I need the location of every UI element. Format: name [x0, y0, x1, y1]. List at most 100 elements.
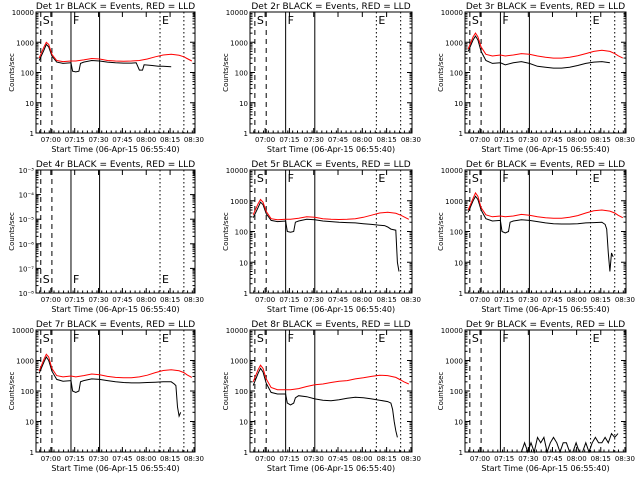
chart-title: Det 5r BLACK = Events, RED = LLD: [251, 160, 410, 170]
y-tick-label: 10000: [226, 9, 248, 17]
y-tick-label: 1000: [445, 198, 463, 206]
y-tick-label: 1: [459, 449, 463, 457]
x-axis-label: Start Time (06-Apr-15 06:55:40): [481, 464, 609, 473]
x-axis-label: Start Time (06-Apr-15 06:55:40): [267, 464, 395, 473]
y-tick-label: 10: [25, 419, 34, 427]
y-tick-label: 10000: [226, 327, 248, 335]
lld-series-line: [467, 191, 624, 219]
y-tick-label: 1: [30, 130, 34, 138]
x-tick-label: 07:15: [65, 136, 85, 144]
plot-frame: [35, 329, 196, 453]
x-tick-label: 08:30: [401, 136, 421, 144]
plot-frame: [464, 169, 627, 294]
x-tick-label: 07:30: [88, 455, 108, 463]
x-tick-label: 07:00: [470, 296, 490, 304]
time-marker-label: F: [288, 172, 294, 185]
events-series-line: [252, 201, 400, 272]
x-tick-label: 08:00: [567, 136, 587, 144]
x-tick-label: 08:15: [377, 296, 397, 304]
time-marker-label: E: [593, 14, 600, 27]
time-marker-label: F: [73, 332, 79, 345]
y-tick-label: 1000: [445, 39, 463, 47]
x-tick-label: 07:30: [304, 136, 324, 144]
x-tick-label: 07:30: [518, 455, 538, 463]
x-tick-label: 08:15: [591, 296, 611, 304]
x-axis-label: Start Time (06-Apr-15 06:55:40): [267, 145, 395, 154]
x-tick-label: 07:30: [304, 296, 324, 304]
chart-title: Det 4r BLACK = Events, RED = LLD: [36, 160, 195, 170]
time-marker-label: S: [257, 332, 264, 345]
time-marker-label: E: [378, 14, 385, 27]
y-tick-label: 10000: [12, 9, 34, 17]
y-tick-label: 1000: [445, 358, 463, 366]
time-marker-label: S: [257, 14, 264, 27]
y-tick-label: 100: [235, 229, 248, 237]
y-tick-label: 1000: [230, 198, 248, 206]
events-series-line: [38, 43, 172, 73]
x-axis-label: Start Time (06-Apr-15 06:55:40): [481, 145, 609, 154]
time-marker-label: S: [43, 14, 50, 27]
y-tick-label: 1000: [230, 39, 248, 47]
x-tick-label: 07:00: [41, 296, 61, 304]
x-tick-label: 07:15: [279, 296, 299, 304]
x-tick-label: 07:15: [65, 455, 85, 463]
y-tick-label: 100: [21, 70, 34, 78]
x-tick-label: 08:15: [591, 136, 611, 144]
x-tick-label: 07:15: [279, 136, 299, 144]
time-marker-label: E: [378, 172, 385, 185]
time-marker-label: S: [472, 14, 479, 27]
x-axis-label: Start Time (06-Apr-15 06:55:40): [51, 305, 179, 314]
y-axis-label: Counts/sec: [222, 53, 230, 92]
chart-title: Det 8r BLACK = Events, RED = LLD: [251, 320, 410, 330]
x-tick-label: 07:00: [255, 455, 275, 463]
x-tick-label: 08:00: [567, 296, 587, 304]
y-tick-label: 1: [459, 290, 463, 298]
time-marker-label: E: [162, 14, 169, 27]
chart-title: Det 3r BLACK = Events, RED = LLD: [466, 2, 625, 12]
y-tick-label: 1: [244, 130, 248, 138]
y-tick-label: 100: [450, 229, 463, 237]
y-axis-label: Counts/sec: [8, 53, 16, 92]
x-tick-label: 07:00: [470, 136, 490, 144]
plot-frame: [464, 329, 627, 453]
y-tick-label: 10: [239, 419, 248, 427]
y-tick-label: 10000: [226, 167, 248, 175]
events-series-line: [520, 432, 619, 454]
x-tick-label: 08:30: [401, 455, 421, 463]
x-tick-label: 08:15: [160, 296, 180, 304]
x-tick-label: 07:15: [494, 136, 514, 144]
y-tick-label: 10000: [441, 327, 463, 335]
lld-series-line: [252, 364, 410, 391]
y-tick-label: 100: [450, 70, 463, 78]
events-series-line: [467, 35, 610, 69]
y-tick-label: 1000: [16, 358, 34, 366]
chart-title: Det 1r BLACK = Events, RED = LLD: [36, 2, 195, 12]
x-tick-label: 08:15: [377, 136, 397, 144]
x-tick-label: 07:00: [41, 455, 61, 463]
x-tick-label: 08:30: [184, 136, 204, 144]
x-tick-label: 07:30: [518, 296, 538, 304]
events-series-line: [467, 195, 614, 272]
x-tick-label: 07:45: [328, 455, 348, 463]
x-tick-label: 07:45: [542, 136, 562, 144]
x-tick-label: 07:15: [65, 296, 85, 304]
y-tick-label: 10000: [441, 167, 463, 175]
x-tick-label: 08:00: [352, 296, 372, 304]
lld-series-line: [467, 32, 624, 59]
x-tick-label: 07:30: [88, 136, 108, 144]
time-marker-label: F: [288, 332, 294, 345]
plot-frame: [35, 169, 196, 294]
x-tick-label: 07:00: [255, 136, 275, 144]
y-tick-label: 10: [454, 100, 463, 108]
events-series-line: [38, 355, 182, 418]
time-marker-label: S: [472, 332, 479, 345]
time-marker-label: E: [162, 273, 169, 286]
y-tick-label: 100: [235, 70, 248, 78]
lld-series-line: [38, 353, 193, 379]
chart-title: Det 6r BLACK = Events, RED = LLD: [466, 160, 625, 170]
x-tick-label: 07:45: [112, 136, 132, 144]
time-marker-label: F: [288, 14, 294, 27]
y-axis-label: Counts/sec: [222, 212, 230, 251]
x-axis-label: Start Time (06-Apr-15 06:55:40): [51, 145, 179, 154]
x-tick-label: 07:00: [470, 455, 490, 463]
